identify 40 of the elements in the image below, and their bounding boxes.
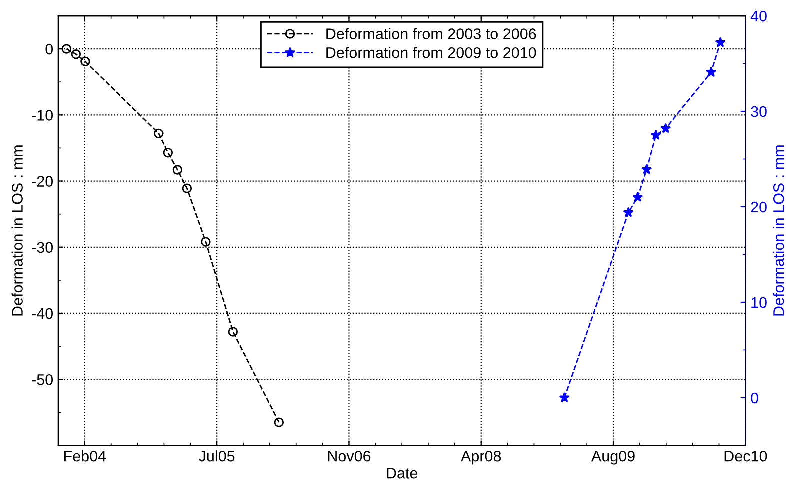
x-tick-label: Nov06 <box>328 450 371 462</box>
point <box>80 56 90 66</box>
point <box>62 44 72 54</box>
y-axis-title: Deformation in LOS : mm <box>12 146 23 316</box>
y2-tick-label: 40 <box>750 10 767 22</box>
x-tick-label: Dec10 <box>724 450 768 462</box>
point <box>623 207 634 218</box>
point <box>715 37 726 48</box>
y2-tick-label: 30 <box>751 106 767 118</box>
point <box>201 237 211 247</box>
point <box>154 128 164 139</box>
y2-axis-title: Deformation in LOS : mm <box>773 146 784 316</box>
y-tick-label: -30 <box>32 242 54 254</box>
x-tick-label: Jul05 <box>199 450 235 462</box>
point <box>559 392 570 403</box>
point <box>172 165 183 175</box>
y-tick-label: 0 <box>46 44 54 55</box>
x-axis-title: Date <box>387 468 418 479</box>
point <box>632 192 644 202</box>
point <box>228 327 238 337</box>
x-tick-label: Apr08 <box>461 450 502 465</box>
y2-tick-label: 0 <box>751 392 758 404</box>
point <box>660 123 672 134</box>
y2-tick-label: 20 <box>751 202 767 213</box>
y-tick-label: -10 <box>32 110 54 121</box>
point <box>642 164 652 174</box>
point <box>274 418 284 428</box>
legend-label: Deformation from 2009 to 2010 <box>326 47 536 58</box>
point <box>650 130 662 140</box>
point <box>163 148 174 158</box>
x-tick-label: Feb04 <box>64 450 106 462</box>
x-tick-label: Aug09 <box>591 450 635 465</box>
point <box>71 49 82 60</box>
y-tick-label: -40 <box>32 308 54 320</box>
point <box>706 66 717 77</box>
y-tick-label: -20 <box>32 176 54 187</box>
legend-label: Deformation from 2003 to 2006 <box>326 28 536 40</box>
y-tick-label: -50 <box>32 374 54 386</box>
point <box>182 184 192 194</box>
y2-tick-label: 10 <box>752 297 767 308</box>
